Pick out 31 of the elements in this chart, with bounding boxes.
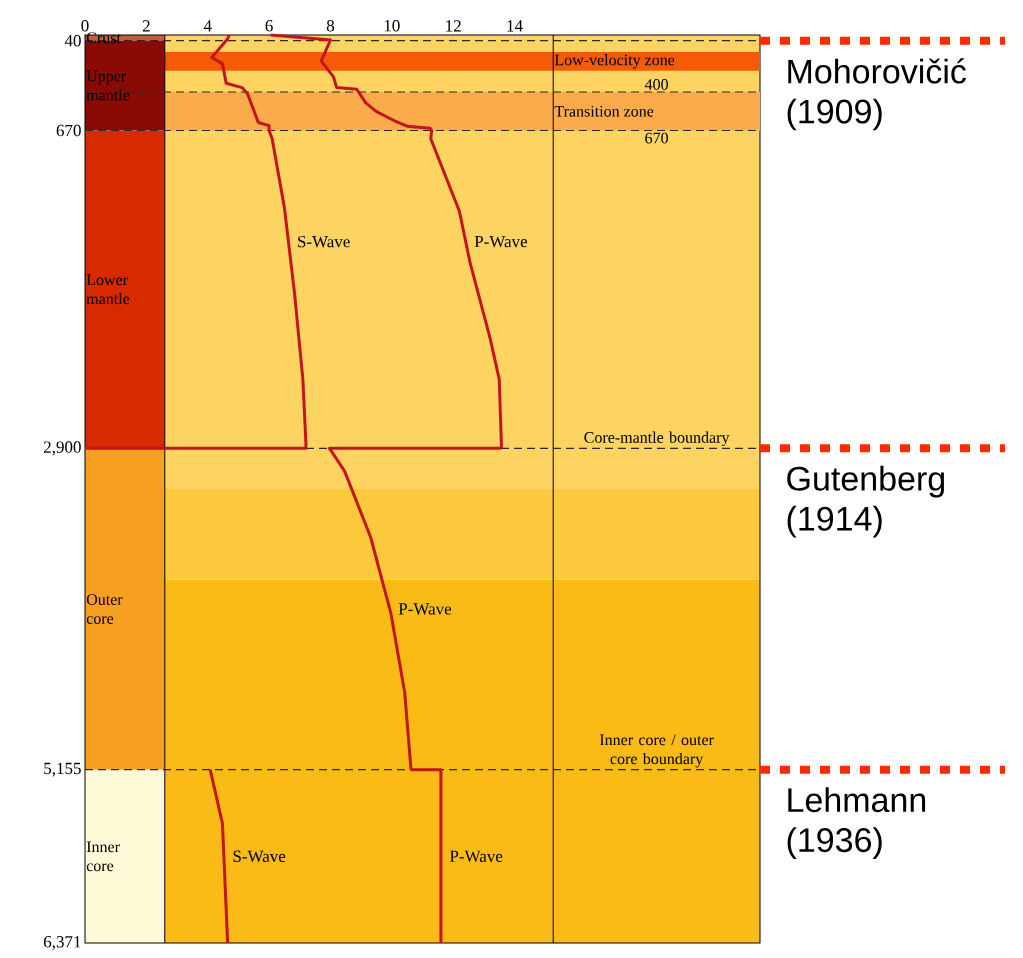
x-tick-label: 6 (265, 20, 273, 32)
y-tick-label: 2,900 (43, 441, 81, 456)
ref-line-label: 400 (644, 79, 668, 90)
ref-line-label: 670 (645, 132, 668, 144)
series-label: P-Wave (398, 603, 452, 615)
band-label: Low-velocity zone (554, 54, 675, 69)
series-label: S-Wave (233, 850, 286, 863)
y-tick-label: 670 (56, 124, 81, 137)
band-label: Transition zone (554, 105, 654, 117)
y-tick-label: 6,371 (43, 936, 81, 950)
annotation: Inner core (86, 841, 120, 872)
x-tick-label: 8 (326, 20, 335, 32)
ref-line-label: Lehmann (1936) (787, 787, 926, 859)
annotation: Outer core (86, 594, 123, 624)
annotation: Lower mantle (86, 274, 130, 305)
x-tick-label: 0 (81, 20, 89, 32)
series-label: S-Wave (298, 235, 350, 248)
annotation: Upper mantle (86, 70, 130, 101)
y-tick-label: 5,155 (44, 762, 81, 777)
x-tick-label: 14 (507, 20, 523, 32)
x-tick-label: 10 (384, 20, 400, 32)
x-tick-label: 2 (142, 20, 150, 32)
ref-line-label: Core-mantle boundary (584, 431, 730, 447)
series-label: P-Wave (449, 850, 503, 863)
ref-line-label: Inner core / outer core boundary (599, 734, 714, 768)
x-tick-label: 12 (446, 20, 461, 32)
x-tick-label: 4 (203, 20, 212, 32)
ref-line-label: Gutenberg (1914) (787, 465, 944, 538)
y-tick-label: 40 (64, 34, 81, 47)
series-label: P-Wave (474, 235, 528, 248)
ref-line-label: Mohorovičić (1909) (787, 58, 966, 131)
